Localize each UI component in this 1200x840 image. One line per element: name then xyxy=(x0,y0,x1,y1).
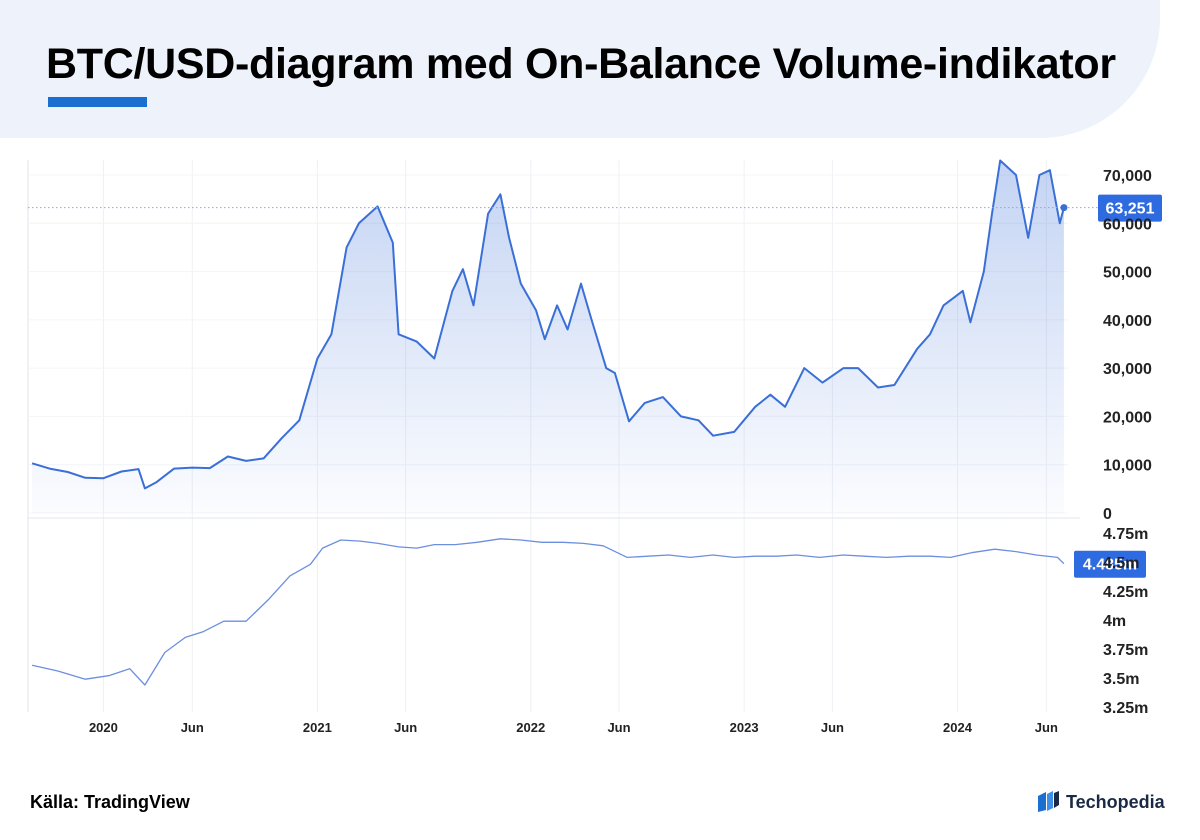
x-tick-label: Jun xyxy=(181,720,204,735)
price-tick-label: 50,000 xyxy=(1103,265,1152,282)
brand: Techopedia xyxy=(1036,790,1165,814)
obv-tick-label: 4.25m xyxy=(1103,584,1148,601)
obv-line xyxy=(31,538,1065,686)
price-tick-label: 0 xyxy=(1103,506,1112,523)
price-tick-label: 10,000 xyxy=(1103,458,1152,475)
x-tick-label: 2024 xyxy=(943,720,973,735)
techopedia-logo-icon xyxy=(1038,791,1059,812)
x-tick-label: 2022 xyxy=(516,720,545,735)
obv-current-badge xyxy=(1074,550,1146,578)
obv-tick-label: 4.5m xyxy=(1103,555,1139,572)
x-tick-label: Jun xyxy=(607,720,630,735)
price-tick-label: 60,000 xyxy=(1103,216,1152,233)
obv-tick-label: 4m xyxy=(1103,613,1126,630)
obv-panel: 4.485m xyxy=(31,538,1146,686)
price-tick-label: 70,000 xyxy=(1103,168,1152,185)
chart-axes: 0 10,000 20,000 30,000 40,000 50,000 60,000 70,… xyxy=(89,168,1152,735)
x-tick-label: Jun xyxy=(394,720,417,735)
header-band xyxy=(0,0,1160,138)
brand-name: Techopedia xyxy=(1066,791,1165,812)
price-tick-label: 20,000 xyxy=(1103,409,1152,426)
obv-tick-label: 3.75m xyxy=(1103,642,1148,659)
page-title: BTC/USD-diagram med On-Balance Volume-in… xyxy=(46,40,1116,88)
x-tick-label: Jun xyxy=(821,720,844,735)
x-tick-label: 2023 xyxy=(730,720,759,735)
price-current-value: 63,251 xyxy=(1106,201,1155,218)
obv-tick-label: 3.25m xyxy=(1103,700,1148,717)
price-tick-label: 30,000 xyxy=(1103,361,1152,378)
obv-current-value: 4.485m xyxy=(1083,557,1137,574)
x-tick-label: 2021 xyxy=(303,720,332,735)
price-tick-label: 40,000 xyxy=(1103,313,1152,330)
obv-tick-label: 4.75m xyxy=(1103,526,1148,543)
price-line xyxy=(31,159,1065,490)
price-panel: 63,251 xyxy=(28,159,1162,513)
price-current-badge xyxy=(1098,194,1162,222)
x-tick-label: Jun xyxy=(1035,720,1058,735)
title-underline xyxy=(48,97,147,107)
price-area xyxy=(32,160,1064,513)
obv-tick-label: 3.5m xyxy=(1103,671,1139,688)
price-current-marker xyxy=(1060,204,1068,212)
source-note: Källa: TradingView xyxy=(30,792,190,812)
x-tick-label: 2020 xyxy=(89,720,118,735)
